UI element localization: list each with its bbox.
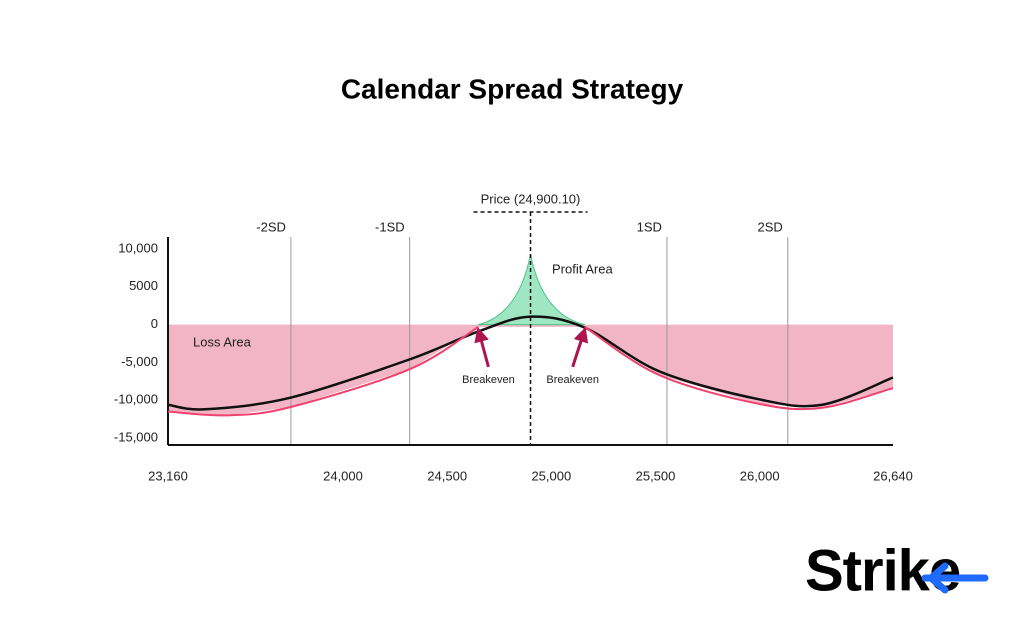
breakeven-arrow (474, 326, 490, 368)
y-tick-label: -10,000 (114, 392, 158, 407)
plot: -2SD -1SD 1SD 2SD 10,000 5000 0 -5,000 -10,000 -1… (114, 191, 913, 483)
x-tick-label: 23,160 (148, 468, 188, 483)
x-tick-label: 26,000 (740, 468, 780, 483)
x-tick-label: 24,000 (323, 468, 363, 483)
payoff-line (167, 315, 894, 411)
y-tick-label: -5,000 (121, 354, 158, 369)
loss-area (168, 324, 893, 416)
sd-label: -2SD (256, 219, 286, 234)
sd-label: -1SD (375, 219, 405, 234)
profit-area-label: Profit Area (552, 261, 613, 276)
sd-label: 2SD (757, 219, 782, 234)
loss-area-label: Loss Area (193, 334, 252, 349)
x-tick-label: 26,640 (873, 468, 913, 483)
y-tick-label: 5000 (129, 278, 158, 293)
payoff-line (167, 326, 894, 417)
price-label: Price (24,900.10) (481, 191, 581, 206)
y-tick-label: -15,000 (114, 429, 158, 444)
breakeven-arrow (571, 327, 589, 368)
chart-title: Calendar Spread Strategy (341, 73, 684, 104)
y-tick-label: 0 (151, 316, 158, 331)
x-tick-label: 24,500 (427, 468, 467, 483)
x-tick-label: 25,000 (531, 468, 571, 483)
breakeven-label: Breakeven (462, 374, 515, 386)
x-tick-label: 25,500 (636, 468, 676, 483)
breakeven-label: Breakeven (546, 374, 599, 386)
brand-arrow (921, 562, 989, 594)
sd-label: 1SD (637, 219, 662, 234)
y-tick-label: 10,000 (118, 240, 158, 255)
